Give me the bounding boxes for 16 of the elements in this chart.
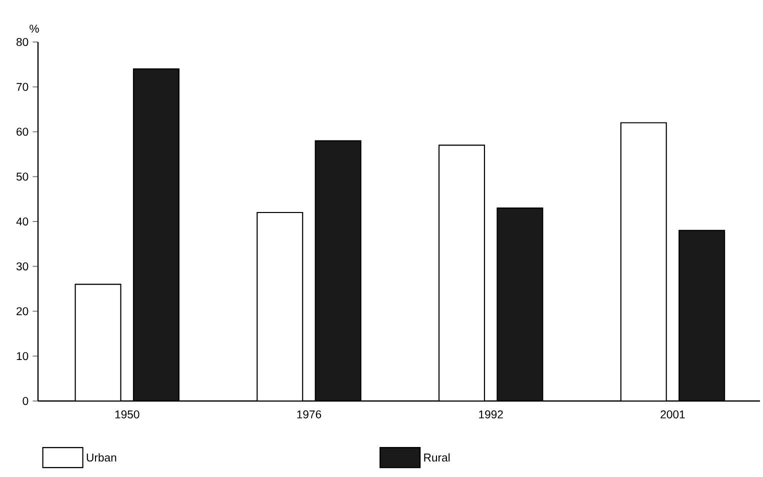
y-tick-label: 10 [16,352,28,360]
x-tick-label: 1976 [297,410,322,418]
legend-label: Rural [424,453,450,462]
y-tick-label: 70 [16,82,28,91]
y-tick-label: 20 [16,307,28,316]
x-tick-label: 2001 [660,410,685,418]
y-tick-label: 40 [16,217,28,226]
y-tick-label: 0 [22,396,28,405]
y-tick-label: 30 [16,262,28,270]
y-tick-label: 60 [16,128,28,136]
y-tick-label: 80 [16,38,28,46]
x-tick-label: 1992 [479,410,503,418]
y-axis-title: % [30,24,39,33]
y-tick-label: 50 [16,172,28,181]
x-tick-label: 1950 [115,410,140,418]
legend-label: Urban [86,453,116,462]
